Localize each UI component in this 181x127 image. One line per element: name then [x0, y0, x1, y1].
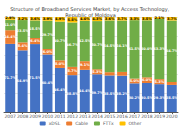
svg-text:30.5%: 30.5%: [141, 96, 154, 100]
svg-text:14.4%: 14.4%: [4, 35, 17, 39]
svg-text:50.7%: 50.7%: [91, 43, 104, 47]
svg-text:60.4%: 60.4%: [41, 81, 54, 85]
svg-text:Other: Other: [129, 121, 142, 126]
svg-text:42.5%: 42.5%: [79, 39, 92, 43]
svg-text:8.0%: 8.0%: [55, 62, 65, 66]
svg-text:xDSL: xDSL: [49, 121, 61, 126]
svg-text:2008: 2008: [17, 114, 29, 119]
svg-text:2007: 2007: [4, 114, 16, 119]
svg-text:2.9%: 2.9%: [5, 16, 15, 20]
svg-text:2011: 2011: [54, 114, 66, 119]
svg-text:3.7%: 3.7%: [167, 17, 177, 21]
svg-text:8.7%: 8.7%: [67, 69, 77, 73]
svg-text:4.9%: 4.9%: [55, 17, 65, 21]
svg-text:2013: 2013: [79, 114, 91, 119]
svg-text:40.7%: 40.7%: [54, 39, 67, 43]
svg-text:60.0%: 60.0%: [141, 47, 154, 51]
svg-text:5.3%: 5.3%: [154, 80, 164, 84]
svg-text:29.3%: 29.3%: [153, 96, 166, 100]
svg-text:11.0%: 11.0%: [4, 23, 17, 27]
svg-text:54.5%: 54.5%: [104, 44, 117, 48]
svg-text:5.8%: 5.8%: [67, 18, 77, 22]
svg-text:39.7%: 39.7%: [91, 91, 104, 95]
svg-text:46.4%: 46.4%: [54, 88, 67, 92]
svg-text:30.2%: 30.2%: [128, 96, 141, 100]
svg-text:8.4%: 8.4%: [18, 44, 28, 48]
svg-text:2015: 2015: [104, 114, 116, 119]
svg-text:38.5%: 38.5%: [104, 92, 117, 96]
svg-text:2.1%: 2.1%: [154, 16, 164, 20]
svg-text:46.7%: 46.7%: [66, 43, 79, 47]
svg-text:2012: 2012: [67, 114, 79, 119]
svg-text:9.1%: 9.1%: [80, 63, 90, 67]
svg-text:28.5%: 28.5%: [166, 96, 179, 100]
svg-text:63.3%: 63.3%: [153, 47, 166, 51]
svg-text:Republic of Moldova: Republic of Moldova: [65, 12, 115, 19]
svg-text:3.9%: 3.9%: [43, 17, 53, 21]
svg-text:2016: 2016: [116, 114, 128, 119]
svg-text:54.1%: 54.1%: [116, 44, 129, 48]
svg-text:6.0%: 6.0%: [142, 78, 152, 82]
svg-text:3.7%: 3.7%: [117, 17, 127, 21]
svg-text:64.7%: 64.7%: [166, 49, 179, 53]
svg-text:3.5%: 3.5%: [142, 17, 152, 21]
svg-text:64.9%: 64.9%: [17, 79, 30, 83]
svg-text:38.2%: 38.2%: [116, 92, 129, 96]
svg-text:3.6%: 3.6%: [30, 17, 40, 21]
svg-text:38.8%: 38.8%: [66, 92, 79, 96]
svg-text:Cable: Cable: [75, 121, 88, 126]
svg-text:5.3%: 5.3%: [92, 70, 102, 74]
svg-text:44.4%: 44.4%: [79, 89, 92, 93]
svg-text:FTTx: FTTx: [103, 121, 114, 126]
svg-text:3.2%: 3.2%: [18, 17, 28, 21]
svg-text:2018: 2018: [141, 114, 153, 119]
svg-text:71.5%: 71.5%: [29, 76, 42, 80]
svg-text:2019: 2019: [154, 114, 166, 119]
svg-text:29.7%: 29.7%: [41, 33, 54, 37]
svg-text:18.5%: 18.5%: [29, 27, 42, 31]
svg-text:2020: 2020: [166, 114, 178, 119]
svg-text:23.5%: 23.5%: [17, 29, 30, 33]
svg-text:5.0%: 5.0%: [130, 79, 140, 83]
svg-text:2017: 2017: [129, 114, 141, 119]
svg-text:2009: 2009: [29, 114, 41, 119]
svg-text:71.7%: 71.7%: [4, 76, 17, 80]
svg-text:2014: 2014: [91, 114, 103, 119]
svg-text:2010: 2010: [42, 114, 54, 119]
svg-text:6.0%: 6.0%: [43, 50, 53, 54]
svg-text:3.3%: 3.3%: [130, 17, 140, 21]
svg-text:6.4%: 6.4%: [30, 39, 40, 43]
svg-text:61.5%: 61.5%: [128, 47, 141, 51]
